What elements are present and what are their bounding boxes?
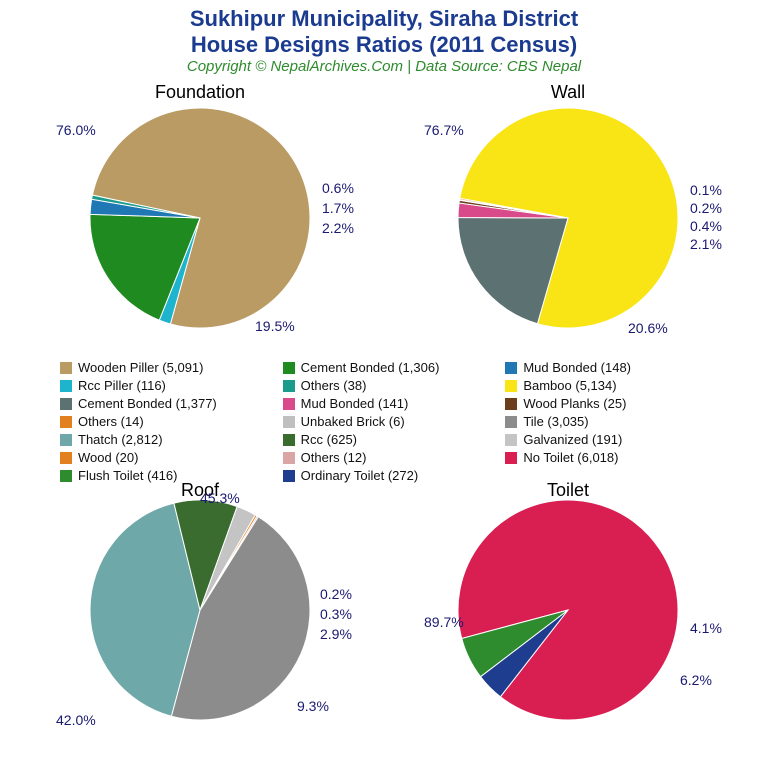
legend-item: Tile (3,035) (505, 414, 720, 429)
legend-label: Cement Bonded (1,306) (301, 360, 440, 375)
legend-label: Galvanized (191) (523, 432, 622, 447)
legend-swatch (283, 380, 295, 392)
legend-label: Thatch (2,812) (78, 432, 163, 447)
legend-label: Rcc Piller (116) (78, 378, 166, 393)
legend-item: Cement Bonded (1,306) (283, 360, 498, 375)
legend-swatch (505, 434, 517, 446)
legend-swatch (60, 362, 72, 374)
legend-swatch (283, 398, 295, 410)
legend-label: No Toilet (6,018) (523, 450, 618, 465)
legend-label: Wood (20) (78, 450, 138, 465)
legend-item: Rcc (625) (283, 432, 498, 447)
legend-swatch (283, 362, 295, 374)
legend-swatch (60, 380, 72, 392)
legend-swatch (505, 452, 517, 464)
wall-pct-label: 0.1% (690, 182, 722, 198)
legend-swatch (283, 452, 295, 464)
toilet-pct-label: 4.1% (690, 620, 722, 636)
wall-pct-label: 2.1% (690, 236, 722, 252)
legend-item: Bamboo (5,134) (505, 378, 720, 393)
wall-pct-label: 20.6% (628, 320, 668, 336)
legend-swatch (60, 398, 72, 410)
foundation-pct-label: 0.6% (322, 180, 354, 196)
legend-item: Others (12) (283, 450, 498, 465)
wall-pct-label: 0.4% (690, 218, 722, 234)
legend-item: Wood (20) (60, 450, 275, 465)
legend-label: Mud Bonded (141) (301, 396, 409, 411)
roof-pct-label: 2.9% (320, 626, 352, 642)
foundation-pct-label: 1.7% (322, 200, 354, 216)
legend-label: Mud Bonded (148) (523, 360, 631, 375)
legend-swatch (60, 470, 72, 482)
legend-label: Others (38) (301, 378, 367, 393)
toilet-pct-label: 89.7% (424, 614, 464, 630)
legend-label: Cement Bonded (1,377) (78, 396, 217, 411)
legend-item: Flush Toilet (416) (60, 468, 275, 483)
wall-pct-label: 0.2% (690, 200, 722, 216)
legend-item: Unbaked Brick (6) (283, 414, 498, 429)
legend-label: Wood Planks (25) (523, 396, 626, 411)
legend-swatch (283, 434, 295, 446)
legend-label: Rcc (625) (301, 432, 357, 447)
foundation-pct-label: 2.2% (322, 220, 354, 236)
legend-label: Wooden Piller (5,091) (78, 360, 204, 375)
legend-item: Ordinary Toilet (272) (283, 468, 498, 483)
legend-label: Tile (3,035) (523, 414, 588, 429)
legend-item: Thatch (2,812) (60, 432, 275, 447)
legend-label: Bamboo (5,134) (523, 378, 616, 393)
foundation-pct-label: 76.0% (56, 122, 96, 138)
legend-swatch (505, 398, 517, 410)
legend-swatch (60, 452, 72, 464)
roof-pct-label: 0.3% (320, 606, 352, 622)
legend-item: Others (14) (60, 414, 275, 429)
legend-item: Galvanized (191) (505, 432, 720, 447)
legend: Wooden Piller (5,091) Cement Bonded (1,30… (60, 360, 720, 483)
legend-item: Wooden Piller (5,091) (60, 360, 275, 375)
legend-swatch (505, 416, 517, 428)
legend-item: Others (38) (283, 378, 498, 393)
roof-pct-label: 45.3% (200, 490, 240, 506)
legend-item: Mud Bonded (148) (505, 360, 720, 375)
legend-swatch (60, 416, 72, 428)
legend-swatch (60, 434, 72, 446)
legend-item: Cement Bonded (1,377) (60, 396, 275, 411)
legend-label: Ordinary Toilet (272) (301, 468, 419, 483)
legend-swatch (505, 380, 517, 392)
roof-pct-label: 9.3% (297, 698, 329, 714)
legend-swatch (283, 470, 295, 482)
legend-swatch (283, 416, 295, 428)
legend-label: Others (12) (301, 450, 367, 465)
legend-item: Rcc Piller (116) (60, 378, 275, 393)
roof-pct-label: 42.0% (56, 712, 96, 728)
legend-item: Mud Bonded (141) (283, 396, 498, 411)
legend-item: Wood Planks (25) (505, 396, 720, 411)
legend-label: Unbaked Brick (6) (301, 414, 405, 429)
legend-item: No Toilet (6,018) (505, 450, 720, 465)
legend-label: Others (14) (78, 414, 144, 429)
toilet-pct-label: 6.2% (680, 672, 712, 688)
roof-pct-label: 0.2% (320, 586, 352, 602)
legend-label: Flush Toilet (416) (78, 468, 177, 483)
foundation-pct-label: 19.5% (255, 318, 295, 334)
legend-swatch (505, 362, 517, 374)
wall-pct-label: 76.7% (424, 122, 464, 138)
